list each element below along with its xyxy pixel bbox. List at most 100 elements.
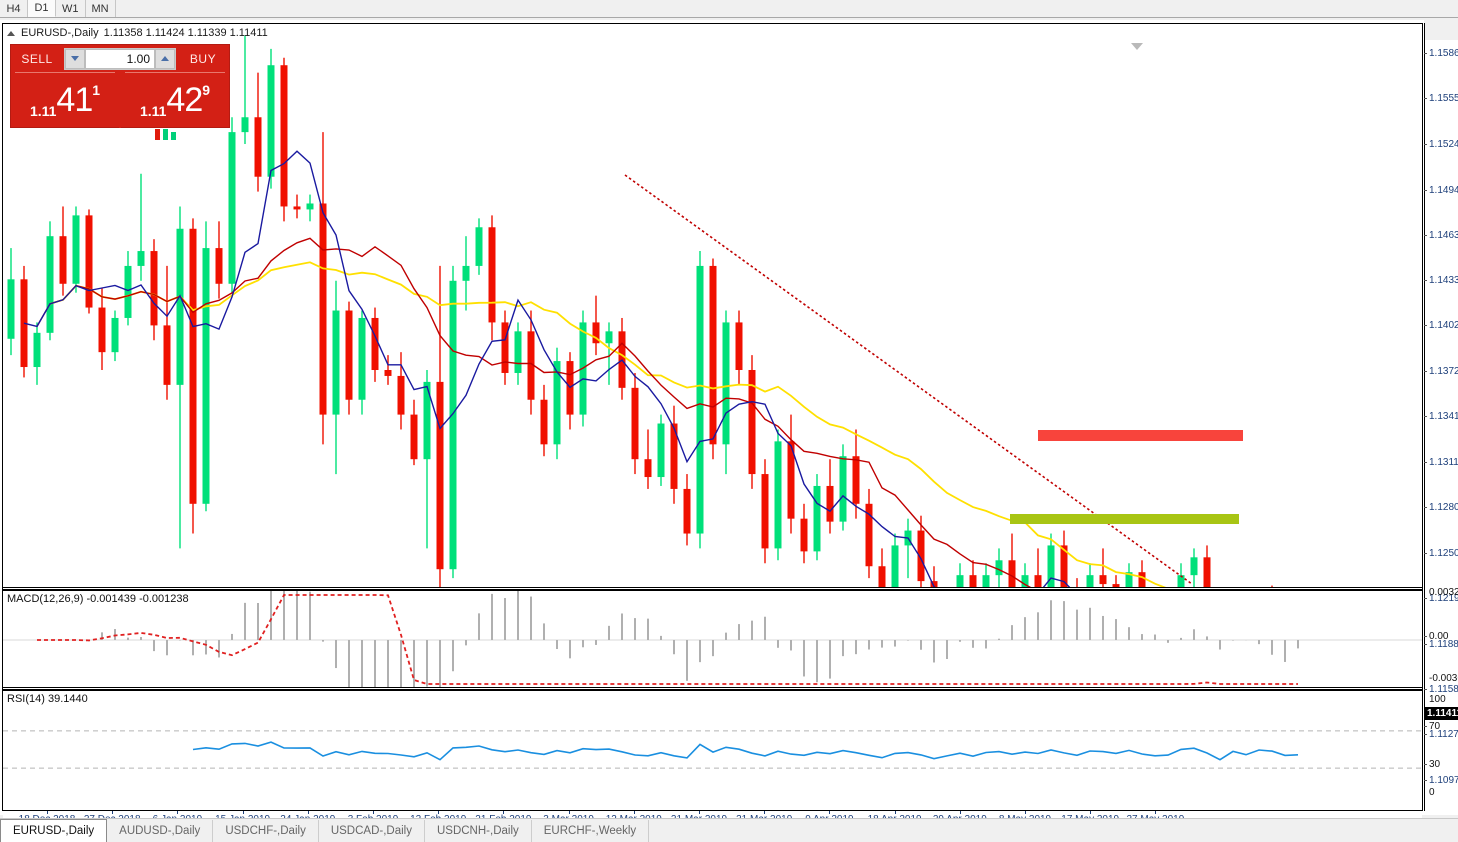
tick-dash: [1424, 726, 1427, 728]
price-tick-label: 1.11275: [1429, 728, 1458, 740]
tick-dash: [1424, 234, 1427, 236]
one-click-trading-panel[interactable]: SELL 1.00 BUY 1.11 41: [10, 44, 230, 128]
chart-tab-eurchf[interactable]: EURCHF-,Weekly: [532, 820, 650, 842]
price-tick-label: 1.15860: [1429, 47, 1458, 59]
tick-dash: [1424, 189, 1427, 191]
timeframe-h4[interactable]: H4: [0, 0, 28, 17]
rsi-pane[interactable]: RSI(14) 39.1440: [3, 690, 1422, 809]
tick-dash: [1424, 506, 1427, 508]
price-tick-label: 1.13415: [1429, 410, 1458, 422]
tick-dash: [1424, 52, 1427, 54]
sell-price-big: 41: [56, 81, 93, 119]
tick-dash: [1424, 635, 1427, 637]
price-tick-label: 1.11580: [1429, 683, 1458, 695]
rsi-tick-label: 70: [1429, 721, 1441, 733]
trade-panel-prices: 1.11 41 1 1.11 42 9: [11, 72, 229, 128]
rsi-tick-label: 0: [1429, 786, 1435, 798]
price-pane[interactable]: [3, 24, 1422, 587]
buy-price-fraction: 9: [202, 82, 211, 98]
sell-button[interactable]: 1.11 41 1: [11, 72, 121, 128]
price-tick-label: 1.12805: [1429, 501, 1458, 513]
macd-tick-label: 0.00: [1429, 630, 1449, 642]
pane-divider-1[interactable]: [3, 587, 1422, 590]
price-plot: [7, 35, 1273, 587]
tick-dash: [1424, 733, 1427, 735]
volume-increase-button[interactable]: [155, 48, 175, 69]
date-tick: [699, 811, 700, 814]
tick-dash: [1424, 143, 1427, 145]
current-price-label: 1.11411: [1424, 706, 1458, 720]
date-tick: [1025, 811, 1026, 814]
buy-button[interactable]: 1.11 42 9: [121, 72, 229, 128]
macd-plot: [3, 591, 1422, 687]
price-tick-label: 1.12195: [1429, 592, 1458, 604]
chart-title-bar: EURUSD-,Daily 1.11358 1.11424 1.11339 1.…: [7, 27, 268, 39]
volume-stepper[interactable]: 1.00: [64, 47, 176, 70]
tick-dash: [1424, 370, 1427, 372]
scale-corner: [1424, 20, 1458, 40]
chart-tab-eurusd[interactable]: EURUSD-,Daily: [0, 819, 108, 842]
mini-candles-icon: [155, 128, 176, 140]
price-tick-label: 1.10970: [1429, 774, 1458, 786]
rsi-plot: [3, 730, 1422, 769]
collapse-triangle-icon[interactable]: [7, 30, 15, 36]
price-tick-label: 1.14330: [1429, 274, 1458, 286]
timeframe-d1[interactable]: D1: [28, 0, 56, 17]
buy-price-big: 42: [166, 81, 203, 119]
tick-dash: [1424, 324, 1427, 326]
date-tick: [894, 811, 896, 814]
chevron-up-icon: [161, 56, 169, 61]
buy-price-prefix: 1.11: [139, 103, 167, 119]
volume-decrease-button[interactable]: [65, 48, 85, 69]
chevron-down-icon: [71, 56, 79, 61]
date-tick: [47, 811, 48, 814]
toolbar-empty-space: [115, 0, 1458, 17]
mini-candle-up-small-icon: [171, 132, 176, 140]
macd-tick-label: -0.00365: [1429, 672, 1458, 684]
macd-pane[interactable]: MACD(12,26,9) -0.001439 -0.001238: [3, 590, 1422, 687]
date-tick: [503, 811, 505, 814]
mini-candle-up-icon: [163, 129, 168, 140]
buy-label[interactable]: BUY: [189, 51, 217, 66]
scale-axis-line: [1424, 23, 1425, 811]
rsi-tick-label: 30: [1429, 758, 1441, 770]
rsi-tick-label: 100: [1429, 693, 1446, 705]
price-tick-label: 1.15245: [1429, 138, 1458, 150]
tick-dash: [1424, 552, 1427, 554]
date-tick: [829, 811, 831, 814]
chart-frame[interactable]: MACD(12,26,9) -0.001439 -0.001238 RSI(14…: [2, 23, 1423, 828]
mini-candle-down-icon: [155, 129, 160, 140]
timeframe-toolbar: H4 D1 W1 MN: [0, 0, 1458, 18]
trade-panel-header: SELL 1.00 BUY: [11, 45, 229, 72]
tick-dash: [1424, 688, 1427, 690]
sell-label[interactable]: SELL: [21, 51, 53, 66]
chart-tab-audusd[interactable]: AUDUSD-,Daily: [107, 820, 214, 842]
chart-ohlc-values: 1.11358 1.11424 1.11339 1.11411: [103, 27, 268, 39]
price-tick-label: 1.14940: [1429, 184, 1458, 196]
tick-dash: [1424, 97, 1427, 99]
tick-dash: [1424, 461, 1427, 463]
tick-dash: [1424, 279, 1427, 281]
chart-tab-usdcnh[interactable]: USDCNH-,Daily: [425, 820, 532, 842]
chart-tab-bar[interactable]: EURUSD-,Daily AUDUSD-,Daily USDCHF-,Daily U…: [0, 818, 1458, 842]
timeframe-mn[interactable]: MN: [85, 0, 116, 17]
chart-canvas-area[interactable]: MACD(12,26,9) -0.001439 -0.001238 RSI(14…: [0, 20, 1458, 828]
date-tick: [1155, 811, 1157, 814]
chart-tab-usdcad[interactable]: USDCAD-,Daily: [319, 820, 425, 842]
macd-tick-label: 0.00328: [1429, 586, 1458, 598]
date-tick: [373, 811, 374, 814]
price-scale[interactable]: 1.15860 1.15550 1.15245 1.14940 1.14635 1.143…: [1424, 23, 1458, 811]
tick-dash: [1424, 643, 1427, 645]
tick-dash: [1424, 779, 1427, 781]
date-tick: [242, 811, 244, 814]
price-tick-label: 1.15550: [1429, 92, 1458, 104]
date-tick: [764, 811, 766, 814]
chart-shift-marker-icon[interactable]: [1131, 43, 1143, 50]
volume-value[interactable]: 1.00: [85, 48, 155, 69]
chart-tab-usdchf[interactable]: USDCHF-,Daily: [213, 820, 319, 842]
tick-dash: [1424, 597, 1427, 599]
timeframe-w1[interactable]: W1: [56, 0, 86, 17]
pane-divider-2[interactable]: [3, 687, 1422, 690]
date-tick: [959, 811, 961, 814]
